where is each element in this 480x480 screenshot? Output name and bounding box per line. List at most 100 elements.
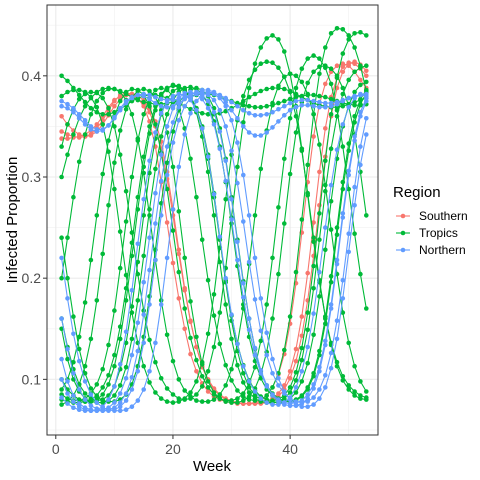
- data-point-tropics: [141, 363, 146, 369]
- data-point-tropics: [323, 94, 328, 100]
- data-point-tropics: [59, 275, 64, 281]
- data-point-northern: [141, 93, 146, 99]
- data-point-northern: [252, 113, 258, 118]
- data-point-northern: [235, 116, 240, 121]
- data-point-tropics: [82, 300, 88, 305]
- data-point-tropics: [94, 298, 100, 303]
- data-point-northern: [293, 98, 299, 104]
- data-point-northern: [258, 396, 264, 401]
- data-point-tropics: [323, 158, 328, 164]
- data-point-northern: [311, 311, 316, 316]
- data-point-tropics: [205, 112, 211, 117]
- data-point-northern: [305, 392, 311, 397]
- data-point-tropics: [112, 186, 117, 192]
- data-point-tropics: [135, 138, 141, 143]
- data-point-northern: [276, 106, 281, 112]
- data-point-tropics: [82, 371, 88, 376]
- data-point-tropics: [65, 396, 70, 401]
- data-point-northern: [94, 400, 100, 405]
- data-point-northern: [164, 172, 170, 178]
- data-point-tropics: [123, 272, 129, 278]
- data-point-tropics: [123, 364, 129, 370]
- data-point-tropics: [82, 391, 88, 396]
- data-point-tropics: [205, 379, 211, 384]
- data-point-tropics: [147, 103, 152, 109]
- data-point-northern: [71, 105, 76, 111]
- data-point-tropics: [129, 230, 135, 235]
- data-point-northern: [264, 384, 270, 389]
- data-point-tropics: [76, 87, 82, 93]
- data-point-northern: [59, 98, 64, 104]
- data-point-tropics: [358, 271, 363, 277]
- data-point-tropics: [117, 98, 123, 104]
- data-point-tropics: [270, 385, 275, 390]
- data-point-southern: [188, 351, 193, 357]
- data-point-tropics: [164, 160, 170, 166]
- data-point-northern: [241, 280, 246, 286]
- y-tick-label: 0.4: [22, 68, 42, 84]
- data-point-northern: [276, 402, 281, 407]
- data-point-northern: [194, 89, 199, 95]
- data-point-tropics: [123, 298, 129, 303]
- data-point-northern: [199, 126, 205, 131]
- data-point-tropics: [141, 253, 146, 259]
- data-point-tropics: [141, 112, 146, 117]
- data-point-northern: [217, 93, 223, 99]
- data-point-tropics: [352, 102, 357, 108]
- data-point-northern: [229, 107, 234, 113]
- data-point-tropics: [147, 207, 152, 212]
- data-point-tropics: [135, 87, 141, 93]
- data-point-northern: [293, 104, 299, 110]
- data-point-tropics: [276, 83, 281, 89]
- data-point-tropics: [217, 310, 223, 315]
- data-point-tropics: [311, 112, 316, 117]
- data-point-tropics: [164, 399, 170, 404]
- data-point-tropics: [88, 336, 94, 342]
- data-point-northern: [241, 107, 246, 113]
- data-point-northern: [158, 178, 164, 184]
- data-point-southern: [334, 63, 340, 68]
- data-point-northern: [170, 140, 176, 145]
- data-point-tropics: [147, 380, 152, 385]
- data-point-northern: [182, 132, 187, 137]
- data-point-tropics: [88, 112, 94, 117]
- data-point-tropics: [117, 383, 123, 388]
- data-point-tropics: [88, 94, 94, 100]
- data-point-tropics: [340, 378, 346, 383]
- data-point-northern: [147, 267, 152, 273]
- data-point-northern: [246, 316, 252, 321]
- data-point-northern: [223, 178, 228, 184]
- data-point-northern: [258, 371, 264, 376]
- data-point-tropics: [135, 298, 141, 303]
- data-point-northern: [340, 277, 346, 283]
- data-point-tropics: [305, 192, 311, 198]
- data-point-northern: [82, 407, 88, 413]
- data-point-northern: [158, 302, 164, 307]
- data-point-tropics: [217, 396, 223, 401]
- data-point-tropics: [141, 213, 146, 218]
- data-point-tropics: [153, 87, 158, 93]
- x-tick-label: 0: [52, 441, 60, 457]
- data-point-northern: [287, 107, 293, 113]
- data-point-tropics: [258, 166, 264, 172]
- data-point-tropics: [229, 398, 234, 403]
- data-point-tropics: [246, 103, 252, 109]
- data-point-northern: [358, 109, 363, 115]
- data-point-tropics: [211, 344, 217, 350]
- data-point-tropics: [282, 221, 287, 226]
- data-point-tropics: [164, 186, 170, 192]
- data-point-tropics: [252, 364, 258, 370]
- data-point-northern: [346, 95, 352, 101]
- data-point-tropics: [100, 95, 105, 101]
- data-point-tropics: [112, 352, 117, 358]
- data-point-northern: [270, 356, 275, 362]
- data-point-northern: [270, 109, 275, 115]
- data-point-tropics: [153, 122, 158, 127]
- data-point-tropics: [264, 302, 270, 307]
- data-point-tropics: [141, 86, 146, 92]
- data-point-tropics: [352, 389, 357, 394]
- data-point-tropics: [112, 86, 117, 92]
- data-point-tropics: [328, 199, 334, 204]
- data-point-northern: [100, 407, 105, 413]
- data-point-tropics: [223, 302, 228, 307]
